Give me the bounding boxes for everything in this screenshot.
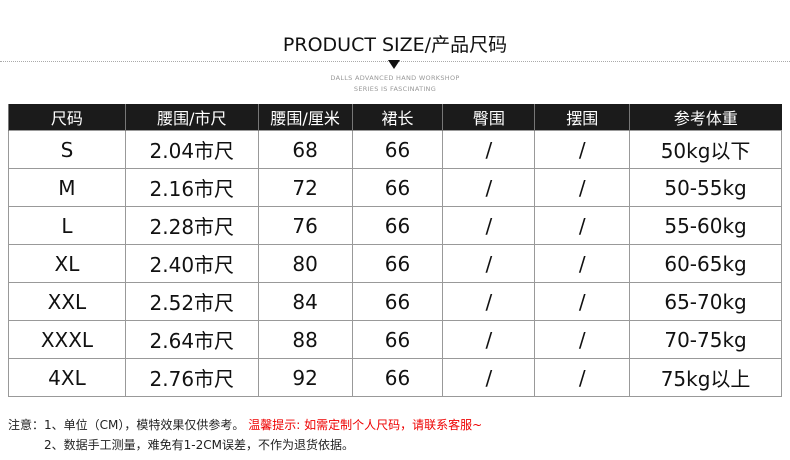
note-1: 1、单位（CM），模特效果仅供参考。: [44, 418, 245, 432]
table-cell: /: [442, 244, 536, 283]
notes-prefix: 注意：: [8, 418, 45, 432]
table-cell: S: [8, 130, 126, 169]
table-cell: 2.52市尺: [124, 282, 259, 321]
table-cell: 2.28市尺: [124, 206, 259, 245]
table-cell: 2.16市尺: [124, 168, 259, 207]
table-cell: 66: [351, 244, 444, 283]
table-cell: /: [534, 282, 631, 321]
table-cell: /: [442, 282, 536, 321]
subtitle-line-1: DALLS ADVANCED HAND WORKSHOP: [330, 74, 460, 82]
subtitle-line-2: SERIES IS FASCINATING: [353, 85, 437, 93]
table-cell: 2.64市尺: [124, 320, 259, 359]
table-cell: 92: [257, 358, 353, 397]
column-header: 腰围/厘米: [257, 104, 353, 131]
table-cell: 4XL: [8, 358, 126, 397]
table-cell: 68: [257, 130, 353, 169]
table-cell: /: [442, 168, 536, 207]
column-header: 裙长: [351, 104, 443, 131]
table-cell: /: [442, 320, 536, 359]
table-cell: /: [442, 206, 536, 245]
table-cell: 70-75kg: [629, 320, 782, 359]
triangle-down-icon: [388, 60, 400, 69]
table-cell: 60-65kg: [629, 244, 782, 283]
table-row: L 2.28市尺 76 66//55-60kg: [8, 206, 782, 245]
table-cell: 50-55kg: [629, 168, 782, 207]
table-cell: 55-60kg: [629, 206, 782, 245]
table-cell: 2.04市尺: [124, 130, 259, 169]
column-header: 臀围: [442, 104, 535, 131]
table-cell: /: [442, 358, 536, 397]
notes: 注意：1、单位（CM），模特效果仅供参考。 温馨提示: 如需定制个人尺码，请联系…: [8, 415, 482, 455]
table-cell: 2.76市尺: [124, 358, 259, 397]
table-row: 4XL 2.76市尺 92 66//75kg以上: [8, 358, 782, 397]
table-cell: 66: [351, 282, 444, 321]
table-cell: L: [8, 206, 126, 245]
warm-tip: 温馨提示: 如需定制个人尺码，请联系客服~: [248, 418, 483, 432]
size-table: 尺码 腰围/市尺 腰围/厘米 裙长 臀围 摆围 参考体重 S 2.04市尺 68 66//50kg…: [8, 104, 782, 397]
table-cell: /: [534, 168, 631, 207]
table-row: M 2.16市尺 72 66//50-55kg: [8, 168, 782, 207]
table-cell: 66: [351, 320, 444, 359]
table-cell: /: [534, 130, 631, 169]
table-cell: 65-70kg: [629, 282, 782, 321]
subtitle: DALLS ADVANCED HAND WORKSHOP SERIES IS F…: [0, 73, 790, 95]
table-cell: /: [442, 130, 536, 169]
table-cell: 66: [351, 168, 444, 207]
table-row: XXL 2.52市尺 84 66//65-70kg: [8, 282, 782, 321]
page-title: PRODUCT SIZE/产品尺码: [282, 34, 508, 56]
table-cell: 72: [257, 168, 353, 207]
column-header: 参考体重: [629, 104, 782, 131]
column-header: 腰围/市尺: [124, 104, 259, 131]
column-header: 摆围: [534, 104, 630, 131]
table-row: S 2.04市尺 68 66//50kg以下: [8, 130, 782, 169]
table-row: XXXL 2.64市尺 88 66//70-75kg: [8, 320, 782, 359]
table-cell: XL: [8, 244, 126, 283]
table-cell: M: [8, 168, 126, 207]
column-header: 尺码: [8, 104, 126, 131]
table-cell: /: [534, 206, 631, 245]
table-cell: XXXL: [8, 320, 126, 359]
table-cell: 2.40市尺: [124, 244, 259, 283]
table-cell: /: [534, 244, 631, 283]
table-cell: 88: [257, 320, 353, 359]
table-cell: 66: [351, 130, 444, 169]
table-cell: /: [534, 320, 631, 359]
table-cell: 84: [257, 282, 353, 321]
table-cell: 80: [257, 244, 353, 283]
table-row: XL 2.40市尺 80 66//60-65kg: [8, 244, 782, 283]
table-cell: 66: [351, 358, 444, 397]
table-cell: 50kg以下: [629, 130, 782, 169]
table-cell: /: [534, 358, 631, 397]
table-cell: 66: [351, 206, 444, 245]
note-2: 2、数据手工测量，难免有1-2CM误差，不作为退货依据。: [44, 438, 354, 452]
table-cell: XXL: [8, 282, 126, 321]
table-cell: 76: [257, 206, 353, 245]
table-cell: 75kg以上: [629, 358, 782, 397]
